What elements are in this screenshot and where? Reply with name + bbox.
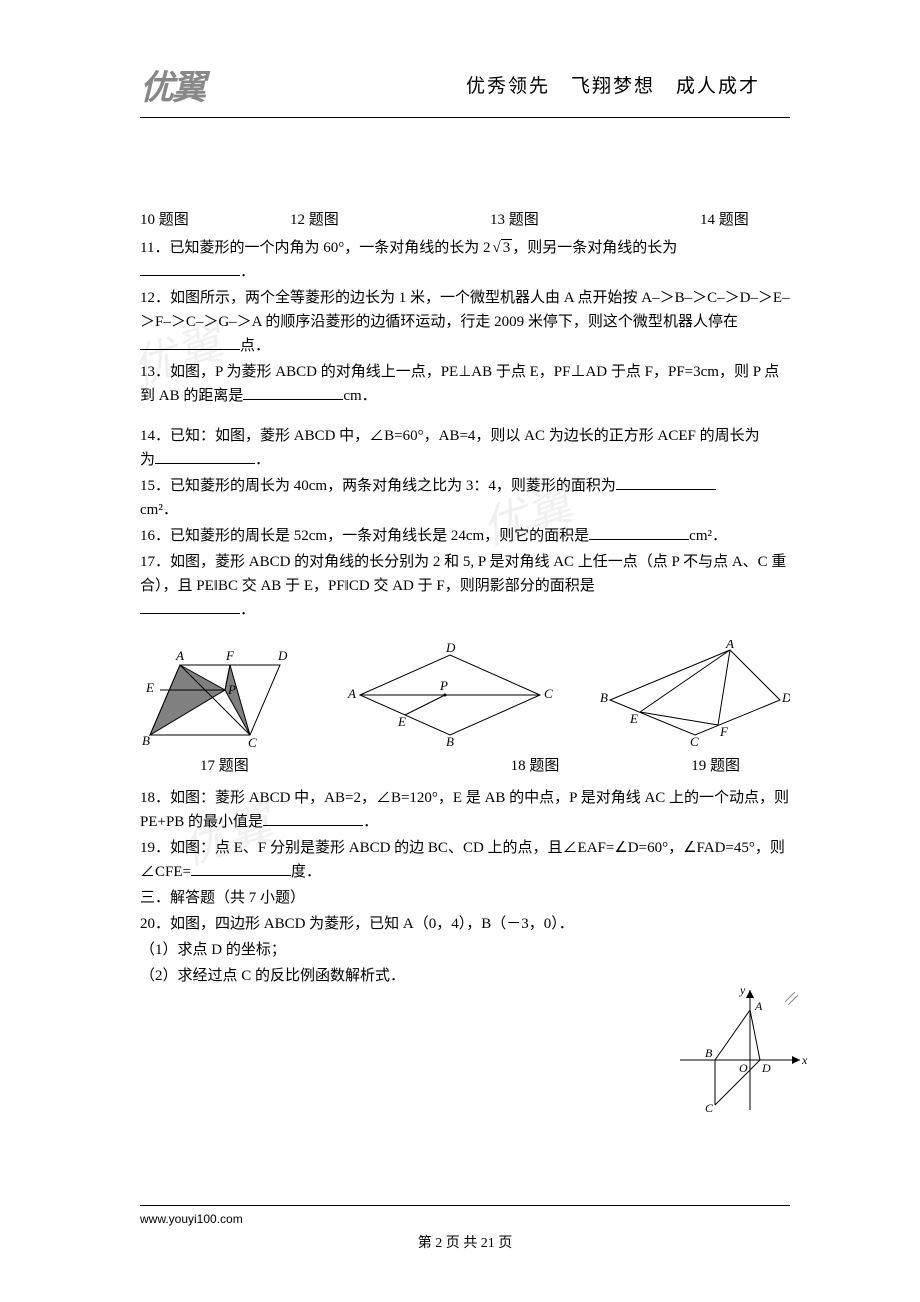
question-15: 15．已知菱形的周长为 40cm，两条对角线之比为 3：4，则菱形的面积为 cm²… [140,474,790,522]
answer-blank [243,384,343,400]
svg-text:F: F [719,724,729,739]
question-14: 14．已知：如图，菱形 ABCD 中，∠B=60°，AB=4，则以 AC 为边长… [140,424,790,472]
fig-label-13: 13 题图 [490,208,700,232]
svg-text:E: E [397,714,406,729]
question-19: 19．如图：点 E、F 分别是菱形 ABCD 的边 BC、CD 上的点，且∠EA… [140,836,790,884]
q11-text-b: ，则另一条对角线的长为 [512,240,677,256]
fig-label-10: 10 题图 [140,208,290,232]
q16-text-b: cm²． [689,528,727,544]
answer-blank [155,448,255,464]
answer-blank [616,474,716,490]
q13-text-a: 13．如图，P 为菱形 ABCD 的对角线上一点，PE⊥AB 于点 E，PF⊥A… [140,364,779,404]
svg-text:C: C [690,734,699,749]
fig-caption-18: 18 题图 [430,754,640,778]
svg-text:C: C [544,686,553,701]
svg-text:C: C [705,1101,714,1115]
q14-text-b: ． [255,452,270,468]
svg-text:E: E [629,711,638,726]
brand-logo: 优翼 [140,60,204,109]
footer-divider [140,1205,790,1206]
question-12: 12．如图所示，两个全等菱形的边长为 1 米，一个微型机器人由 A 点开始按 A… [140,286,790,358]
question-11: 11．已知菱形的一个内角为 60°，一条对角线的长为 2√3，则另一条对角线的长… [140,236,790,284]
answer-blank [140,598,240,614]
q15-text-a: 15．已知菱形的周长为 40cm，两条对角线之比为 3：4，则菱形的面积为 [140,478,616,494]
figure-17: A F D E P B C [140,640,300,750]
svg-text:D: D [445,640,456,655]
page-number: 第 2 页 共 21 页 [140,1232,790,1252]
question-20-line2: （1）求点 D 的坐标； [140,938,790,962]
svg-text:B: B [705,1046,713,1060]
svg-text:P: P [439,678,448,693]
figure-20: A B C D O x y [660,980,810,1128]
svg-text:A: A [754,999,763,1013]
svg-text:A: A [725,640,734,651]
answer-blank [140,260,240,276]
section-3-heading: 三．解答题（共 7 小题） [140,886,790,910]
sqrt-icon: √3 [490,236,512,260]
question-17: 17．如图，菱形 ABCD 的对角线的长分别为 2 和 5, P 是对角线 AC… [140,550,790,622]
header-divider [140,117,790,118]
svg-text:B: B [600,690,608,705]
answer-blank [263,810,363,826]
fig-caption-19: 19 题图 [640,754,790,778]
svg-text:B: B [446,734,454,749]
svg-text:E: E [145,680,154,695]
question-16: 16．已知菱形的周长是 52cm，一条对角线长是 24cm，则它的面积是 cm²． [140,524,790,548]
figure-captions-row: 17 题图 18 题图 19 题图 [140,754,790,778]
q18-text-a: 18．如图：菱形 ABCD 中，AB=2，∠B=120°，E 是 AB 的中点，… [140,790,789,830]
svg-text:C: C [248,735,257,750]
figure-labels-row-top: 10 题图 12 题图 13 题图 14 题图 [140,208,790,232]
footer-url: www.youyi100.com [140,1212,790,1226]
q12-text-b: 点． [240,338,270,354]
svg-text:F: F [225,648,235,663]
q14-text-a: 14．已知：如图，菱形 ABCD 中，∠B=60°，AB=4，则以 AC 为边长… [140,428,760,444]
svg-text:x: x [801,1053,808,1067]
fig-label-14: 14 题图 [700,208,749,232]
q11-text-c: ． [240,264,255,280]
q13-text-b: cm． [343,388,376,404]
fig-label-12: 12 题图 [290,208,490,232]
svg-text:A: A [347,686,356,701]
answer-blank [140,334,240,350]
answer-blank [191,860,291,876]
figure-row: A F D E P B C A D C [140,640,790,750]
q16-text-a: 16．已知菱形的周长是 52cm，一条对角线长是 24cm，则它的面积是 [140,528,589,544]
question-20-line1: 20．如图，四边形 ABCD 为菱形，已知 A（0，4），B（－3，0）． [140,912,790,936]
answer-blank [589,524,689,540]
q17-text-a: 17．如图，菱形 ABCD 的对角线的长分别为 2 和 5, P 是对角线 AC… [140,554,786,594]
q19-text-b: 度． [291,864,321,880]
svg-text:O: O [739,1061,748,1075]
q18-text-b: ． [363,814,378,830]
svg-text:A: A [175,648,184,663]
header-motto: 优秀领先 飞翔梦想 成人成才 [204,71,790,98]
svg-text:P: P [227,682,236,697]
question-13: 13．如图，P 为菱形 ABCD 的对角线上一点，PE⊥AB 于点 E，PF⊥A… [140,360,790,408]
q12-text-a: 12．如图所示，两个全等菱形的边长为 1 米，一个微型机器人由 A 点开始按 A… [140,290,790,330]
question-18: 18．如图：菱形 ABCD 中，AB=2，∠B=120°，E 是 AB 的中点，… [140,786,790,834]
svg-text:D: D [781,690,790,705]
q17-text-b: ． [240,602,255,618]
svg-text:y: y [739,983,746,997]
svg-text:D: D [761,1061,771,1075]
svg-text:D: D [277,648,288,663]
figure-19: A B C D E F [600,640,790,750]
fig-caption-17: 17 题图 [200,754,430,778]
q15-text-b: cm²． [140,502,178,518]
svg-text:B: B [142,733,150,748]
q11-text-a: 11．已知菱形的一个内角为 60°，一条对角线的长为 2 [140,240,490,256]
figure-18: A D C B E P [340,640,560,750]
